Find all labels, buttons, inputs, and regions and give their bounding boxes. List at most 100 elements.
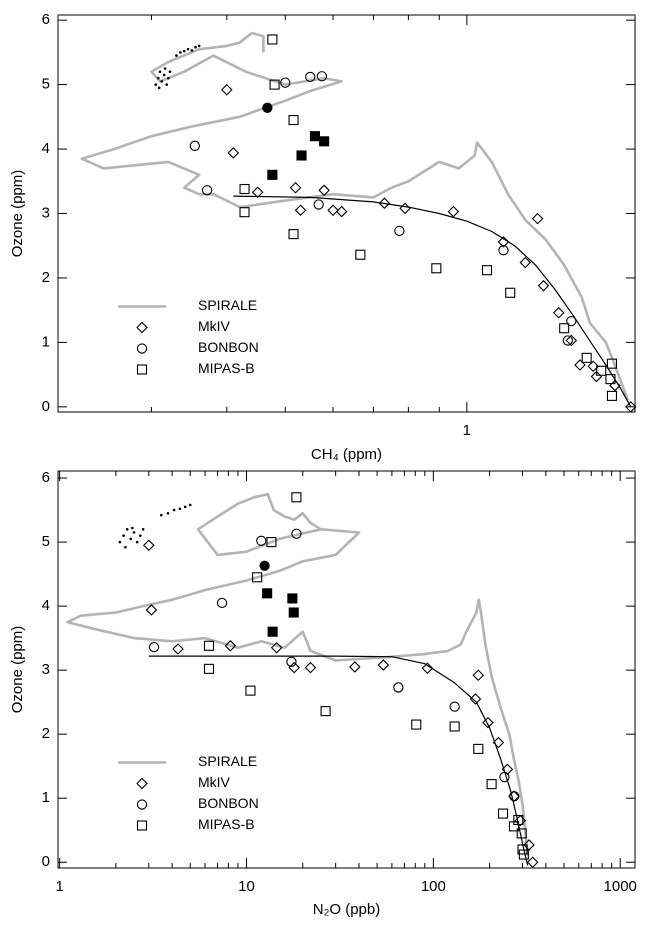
x-tick-label: 1 <box>463 422 471 439</box>
y-tick-label: 1 <box>42 333 50 350</box>
dot-marker <box>182 49 186 53</box>
square-marker <box>288 607 299 618</box>
diamond-marker <box>531 212 544 225</box>
dot-marker <box>135 540 139 544</box>
y-tick-label: 2 <box>42 725 50 742</box>
circle-marker <box>148 641 160 653</box>
dot-marker <box>183 505 187 509</box>
dot-marker <box>141 527 145 531</box>
dot-marker <box>179 51 182 54</box>
legend-swatch <box>136 777 148 790</box>
circle-marker <box>394 225 405 237</box>
square-marker <box>518 849 529 860</box>
y-tick-label: 0 <box>42 398 50 415</box>
diamond-marker <box>501 763 514 776</box>
diamond-marker <box>318 184 330 197</box>
legend-swatch <box>136 364 148 375</box>
dot-marker <box>188 503 192 507</box>
square-marker <box>239 183 250 195</box>
diamond-marker <box>327 204 339 217</box>
square-marker <box>606 390 618 401</box>
data-line <box>66 492 529 856</box>
legend-label: SPIRALE <box>198 297 257 313</box>
legend-label: BONBON <box>198 795 259 811</box>
circle-marker <box>393 682 404 693</box>
diamond-marker <box>251 186 264 199</box>
dot-marker <box>138 534 142 537</box>
dot-marker <box>167 76 170 80</box>
y-tick-label: 1 <box>42 789 50 806</box>
diamond-marker <box>221 83 233 96</box>
square-marker <box>481 265 493 276</box>
y-tick-label: 6 <box>42 11 50 28</box>
dot-marker <box>186 47 190 51</box>
y-axis-label: Ozone (ppm) <box>9 170 26 258</box>
square-marker <box>203 640 215 651</box>
square-marker <box>267 34 278 45</box>
dot-marker <box>160 513 163 517</box>
y-axis-label: Ozone (ppm) <box>9 626 26 714</box>
square-marker <box>449 721 460 732</box>
diamond-marker <box>399 202 411 215</box>
square-marker <box>431 263 442 274</box>
square-marker <box>288 229 299 240</box>
square-marker <box>517 844 528 855</box>
circle-marker <box>259 560 270 571</box>
dot-marker <box>166 511 170 515</box>
dot-marker <box>118 540 122 544</box>
y-tick-label: 5 <box>42 76 50 93</box>
diamond-marker <box>145 604 158 616</box>
square-marker <box>252 572 263 583</box>
legend-label: MkIV <box>198 318 231 334</box>
diamond-marker <box>472 669 485 682</box>
diamond-marker <box>587 360 600 373</box>
circle-marker <box>498 245 509 256</box>
square-marker <box>606 358 618 369</box>
circle-marker <box>562 335 573 346</box>
dot-marker <box>172 508 176 512</box>
circle-marker <box>189 140 200 151</box>
dot-marker <box>122 534 125 537</box>
dot-marker <box>178 507 182 511</box>
square-marker <box>239 207 250 218</box>
dot-marker <box>165 83 169 86</box>
dot-marker <box>131 526 134 530</box>
square-marker <box>605 374 616 385</box>
diamond-marker <box>224 640 237 652</box>
square-marker <box>497 808 509 819</box>
diamond-marker <box>335 205 348 218</box>
panel: 0 1 2 3 4 5 6 1 CH₄ (ppm) Ozone (ppm) SPIRALE MkIV B… <box>9 11 637 463</box>
square-marker <box>309 131 321 142</box>
diamond-marker <box>497 236 510 248</box>
diamond-marker <box>526 856 539 869</box>
square-marker <box>266 537 277 548</box>
diamond-marker <box>537 279 550 292</box>
diamond-marker <box>377 659 390 671</box>
dot-marker <box>175 54 178 57</box>
circle-marker <box>313 199 324 210</box>
diamond-marker <box>288 661 300 674</box>
square-marker <box>473 743 484 754</box>
dot-marker <box>132 531 136 534</box>
diamond-marker <box>523 839 535 851</box>
diamond-marker <box>378 197 391 209</box>
diamond-marker <box>143 539 155 552</box>
y-tick-label: 6 <box>42 469 50 486</box>
square-marker <box>267 626 278 637</box>
y-tick-label: 5 <box>42 533 50 550</box>
diamond-marker <box>482 716 494 729</box>
square-marker <box>320 706 331 717</box>
circle-marker <box>449 701 460 712</box>
circle-marker <box>262 102 273 113</box>
x-tick-label: 10 <box>238 878 255 895</box>
diamond-marker <box>565 334 578 347</box>
y-tick-label: 3 <box>42 204 50 221</box>
legend-label: SPIRALE <box>198 753 257 769</box>
diamond-marker <box>469 693 482 705</box>
circle-marker <box>280 77 291 88</box>
square-marker <box>559 323 570 334</box>
dot-marker <box>162 73 166 77</box>
data-line <box>80 31 630 401</box>
x-tick-label: 100 <box>421 878 446 895</box>
